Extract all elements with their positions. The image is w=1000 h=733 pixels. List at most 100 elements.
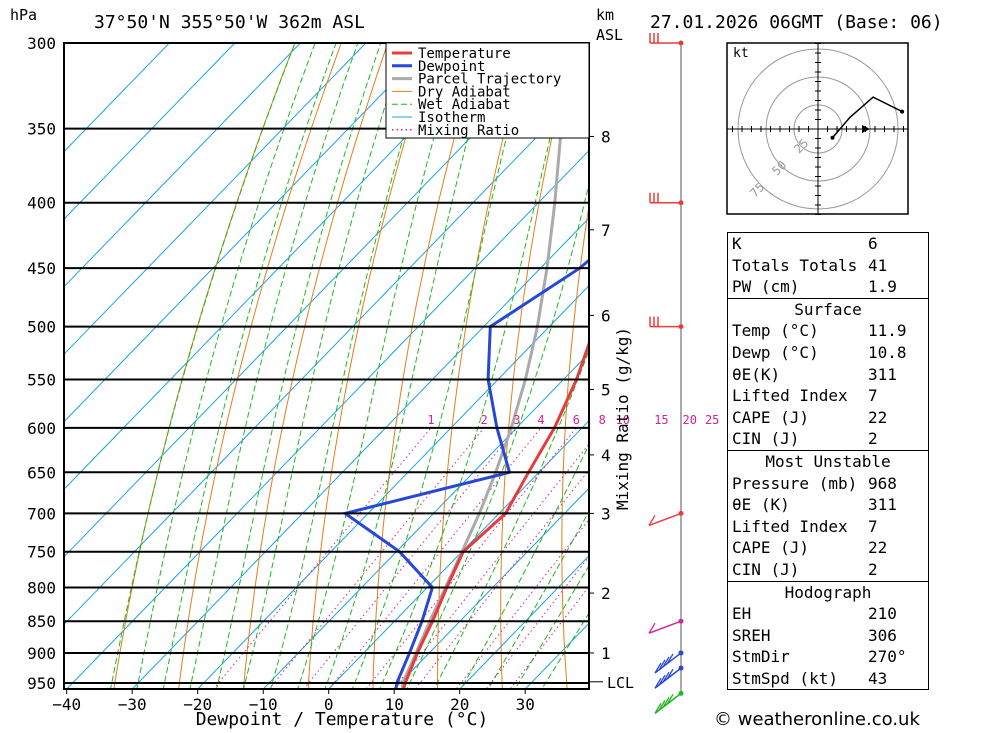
copyright[interactable]: © weatheronline.co.uk [714, 709, 920, 730]
isotherm-line [64, 43, 171, 153]
index-label: Pressure (mb) [732, 473, 858, 493]
index-value: 11.9 [868, 321, 907, 341]
mixing-ratio-label: 4 [537, 413, 544, 427]
mixing-ratio-line [414, 469, 589, 689]
barb-feather [654, 662, 662, 674]
index-value: 210 [868, 604, 897, 624]
km-tick-label: 2 [601, 584, 611, 603]
pressure-label-800: 800 [27, 579, 56, 598]
pressure-label-650: 650 [27, 463, 56, 482]
wet-adiabat-line [297, 43, 462, 689]
index-row: StmSpd (kt) 43 [728, 668, 928, 690]
km-tick-label: 5 [601, 381, 611, 400]
surface-indices: Temp (°C) 11.9 Dewp (°C) 10.8 θE(K) 311 Lifted… [728, 320, 928, 450]
dry-adiabat-line [990, 5, 1000, 717]
index-value: 22 [868, 407, 888, 427]
asl-unit: ASL [596, 26, 623, 44]
index-label: EH [732, 604, 752, 624]
barb-feather [648, 515, 656, 526]
index-value: 7 [868, 386, 878, 406]
dry-adiabat-line [372, 43, 482, 689]
dry-adiabat-line [437, 43, 528, 689]
index-value: 270° [868, 647, 907, 667]
mixing-ratio-line [328, 427, 542, 689]
pressure-label-850: 850 [27, 612, 56, 631]
index-value: 10.8 [868, 342, 907, 362]
dry-adiabat-line [242, 43, 389, 689]
pressure-label-550: 550 [27, 371, 56, 390]
index-value: 1.9 [868, 277, 897, 297]
wet-adiabat-line [136, 43, 316, 689]
pressure-label-950: 950 [27, 674, 56, 693]
wet-adiabat-line [189, 43, 359, 689]
dry-adiabat-line [561, 202, 589, 689]
index-row: Lifted Index 7 [728, 385, 928, 407]
mixing-ratio-line [212, 427, 432, 689]
km-tick-label: 4 [601, 446, 611, 465]
hodograph-title: Hodograph [728, 580, 928, 604]
wind-barbs [648, 33, 684, 714]
temp-tick-label: 20 [450, 695, 469, 714]
isotherm-line [64, 43, 236, 220]
wet-adiabat-line [270, 43, 433, 689]
hpa-unit: hPa [10, 6, 37, 24]
wet-adiabat-line [243, 43, 406, 689]
index-label: StmDir [732, 647, 790, 667]
isotherm-line [328, 419, 589, 689]
temp-tick-label: 10 [385, 695, 404, 714]
isotherm-line [393, 487, 589, 689]
index-row: Lifted Index 7 [728, 516, 928, 538]
pressure-label-400: 400 [27, 194, 56, 213]
temp-tick-label: −10 [249, 695, 278, 714]
barb-feather [662, 656, 670, 668]
barb-feather [658, 674, 666, 686]
mixing-ratio-line [302, 427, 518, 689]
km-tick-label: 1 [601, 644, 611, 663]
index-row: θE(K) 311 [728, 364, 928, 386]
index-row: CAPE (J) 22 [728, 537, 928, 559]
index-value: 2 [868, 429, 878, 449]
index-value: 311 [868, 495, 897, 515]
temp-tick-label: −40 [52, 695, 81, 714]
wet-adiabat-line [324, 43, 495, 689]
pressure-label-600: 600 [27, 419, 56, 438]
pressure-label-900: 900 [27, 644, 56, 663]
index-value: 2 [868, 559, 878, 579]
index-row: θE (K) 311 [728, 494, 928, 516]
wet-adiabat-line [162, 43, 337, 689]
index-label: K [732, 234, 742, 253]
index-label: Temp (°C) [732, 321, 819, 341]
legend-box [385, 42, 590, 139]
index-row: SREH 306 [728, 625, 928, 647]
barb-feather [648, 622, 656, 634]
dry-adiabat-line [113, 43, 296, 689]
isotherm-line [64, 43, 433, 423]
temp-tick-label: 0 [324, 695, 334, 714]
temp-tick-label: −30 [118, 695, 147, 714]
index-label: θE(K) [732, 364, 781, 384]
index-label: StmSpd (kt) [732, 668, 838, 688]
mixing-ratio-label: 15 [654, 413, 668, 427]
legend-entry: Dewpoint [418, 59, 485, 75]
hodograph-point [830, 135, 835, 140]
pressure-label-450: 450 [27, 259, 56, 278]
barb-feather [666, 694, 674, 705]
surface-title: Surface [728, 297, 928, 321]
mixing-ratio-label: 20 [683, 413, 697, 427]
index-value: 6 [868, 234, 878, 253]
km-tick-label: 3 [601, 504, 611, 523]
temp-tick-label: 30 [516, 695, 535, 714]
legend-entry: Dry Adiabat [418, 84, 511, 100]
index-value: 306 [868, 625, 897, 645]
wet-adiabat-line [541, 612, 589, 689]
wet-adiabat-line [379, 43, 574, 689]
parcel-trajectory [401, 43, 571, 689]
plot-labels: 3003504004505005506006507007508008509009… [10, 6, 943, 730]
km-tick-label: 8 [601, 127, 611, 146]
hodograph-unit: kt [733, 46, 749, 61]
index-label: CIN (J) [732, 559, 800, 579]
barb-shaft [648, 512, 682, 527]
mixing-ratio-label: 10 [616, 413, 630, 427]
dry-adiabat-line [178, 43, 342, 689]
